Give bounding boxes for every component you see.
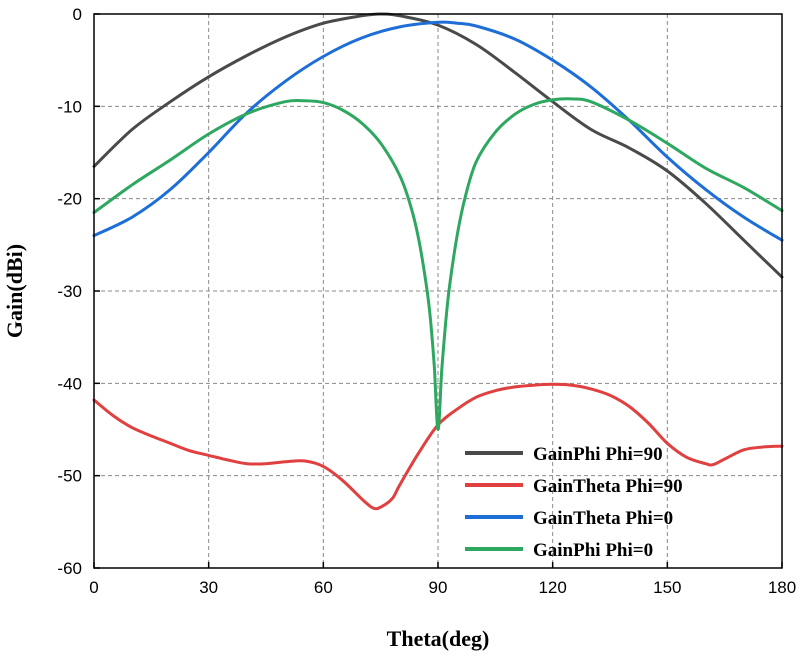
y-tick-label: -30 <box>57 282 82 301</box>
legend-label-gainphi-phi-90: GainPhi Phi=90 <box>533 444 663 465</box>
y-axis-title: Gain(dBi) <box>2 244 27 338</box>
legend-label-gaintheta-phi-90: GainTheta Phi=90 <box>533 476 683 497</box>
y-tick-label: -50 <box>57 467 82 486</box>
series-line-gainphi-phi-0 <box>92 97 784 432</box>
x-tick-label: 30 <box>199 578 218 597</box>
y-tick-label: 0 <box>73 5 82 24</box>
series-line-gaintheta-phi-0 <box>92 20 784 242</box>
grid-lines <box>94 14 782 568</box>
x-tick-label: 0 <box>89 578 98 597</box>
y-tick-label: -10 <box>57 97 82 116</box>
x-tick-label: 120 <box>538 578 566 597</box>
legend-label-gaintheta-phi-0: GainTheta Phi=0 <box>533 508 673 529</box>
y-tick-label: -40 <box>57 374 82 393</box>
x-tick-label: 60 <box>314 578 333 597</box>
x-axis-title: Theta(deg) <box>387 626 490 651</box>
y-tick-label: -20 <box>57 190 82 209</box>
x-tick-label: 150 <box>653 578 681 597</box>
axis-ticks: 0 30 60 90 120 150 180 0 -10 -20 -30 -40 -50 -60 <box>57 5 796 597</box>
legend-label-gainphi-phi-0: GainPhi Phi=0 <box>533 540 653 561</box>
series-line-gaintheta-phi-90 <box>92 382 784 511</box>
series-lines <box>92 12 784 511</box>
x-tick-label: 180 <box>768 578 796 597</box>
series-line-gainphi-phi-90 <box>92 12 784 279</box>
x-tick-label: 90 <box>429 578 448 597</box>
legend: GainPhi Phi=90 GainTheta Phi=90 GainTheta … <box>465 444 683 561</box>
y-tick-label: -60 <box>57 559 82 578</box>
